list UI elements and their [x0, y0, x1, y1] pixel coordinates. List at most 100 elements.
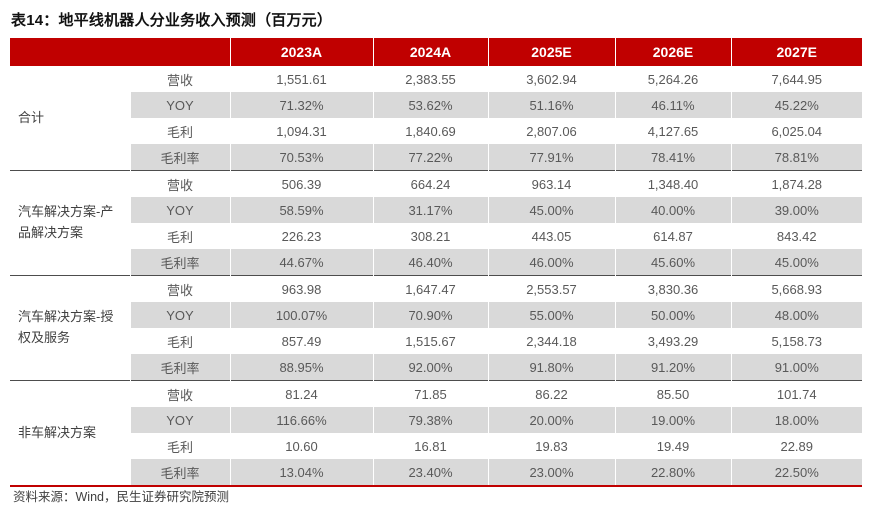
column-header-2024a: 2024A [372, 38, 488, 66]
value-cell: 3,830.36 [614, 275, 731, 302]
metric-label-cell: YOY [129, 197, 230, 223]
value-cell: 88.95% [229, 354, 373, 381]
header-row: 2023A 2024A 2025E 2026E 2027E [10, 38, 862, 66]
header-corner-cell [10, 38, 230, 66]
value-cell: 22.50% [730, 459, 862, 486]
value-cell: 1,348.40 [614, 170, 731, 197]
metric-label-cell: 毛利率 [129, 354, 230, 381]
value-cell: 963.98 [229, 275, 373, 302]
table-row: 合计 营收 1,551.61 2,383.55 3,602.94 5,264.26 7,64… [10, 66, 862, 171]
metric-label-cell: 毛利 [129, 223, 230, 249]
value-cell: 963.14 [487, 170, 615, 197]
value-cell: 85.50 [614, 380, 731, 407]
metric-label-cell: 毛利率 [129, 249, 230, 276]
value-cell: 45.22% [730, 92, 862, 118]
value-cell: 78.81% [730, 144, 862, 171]
value-cell: 45.00% [487, 197, 615, 223]
value-cell: 22.80% [614, 459, 731, 486]
value-cell: 116.66% [229, 407, 373, 433]
metric-label-cell: YOY [129, 407, 230, 433]
metric-label-cell: 毛利 [129, 118, 230, 144]
value-cell: 16.81 [372, 433, 488, 459]
value-cell: 5,264.26 [614, 66, 731, 92]
column-header-2025e: 2025E [487, 38, 615, 66]
metric-label-cell: 毛利 [129, 433, 230, 459]
value-cell: 101.74 [730, 380, 862, 407]
value-cell: 46.11% [614, 92, 731, 118]
value-cell: 843.42 [730, 223, 862, 249]
value-cell: 1,647.47 [372, 275, 488, 302]
value-cell: 55.00% [487, 302, 615, 328]
value-cell: 45.60% [614, 249, 731, 276]
value-cell: 79.38% [372, 407, 488, 433]
value-cell: 1,874.28 [730, 170, 862, 197]
value-cell: 91.80% [487, 354, 615, 381]
value-cell: 71.85 [372, 380, 488, 407]
group-label-cell: 汽车解决方案-产品解决方案 [10, 170, 130, 276]
value-cell: 92.00% [372, 354, 488, 381]
value-cell: 614.87 [614, 223, 731, 249]
value-cell: 23.40% [372, 459, 488, 486]
value-cell: 506.39 [229, 170, 373, 197]
table-row: YOY 58.59% 31.17% 45.00% 40.00% 39.00% [10, 197, 862, 223]
value-cell: 46.40% [372, 249, 488, 276]
value-cell: 2,807.06 [487, 118, 615, 144]
value-cell: 19.83 [487, 433, 615, 459]
value-cell: 70.53% [229, 144, 373, 171]
metric-label-cell: 毛利 [129, 328, 230, 354]
value-cell: 3,493.29 [614, 328, 731, 354]
value-cell: 1,515.67 [372, 328, 488, 354]
value-cell: 443.05 [487, 223, 615, 249]
value-cell: 70.90% [372, 302, 488, 328]
value-cell: 1,840.69 [372, 118, 488, 144]
value-cell: 5,158.73 [730, 328, 862, 354]
value-cell: 50.00% [614, 302, 731, 328]
metric-label-cell: 营收 [129, 66, 230, 92]
column-header-2023a: 2023A [229, 38, 373, 66]
value-cell: 4,127.65 [614, 118, 731, 144]
value-cell: 19.00% [614, 407, 731, 433]
revenue-forecast-table: 2023A 2024A 2025E 2026E 2027E 合计 营收 1,551.… [10, 38, 862, 487]
value-cell: 7,644.95 [730, 66, 862, 92]
column-header-2026e: 2026E [614, 38, 731, 66]
value-cell: 1,094.31 [229, 118, 373, 144]
value-cell: 39.00% [730, 197, 862, 223]
table-row: 毛利 226.23 308.21 443.05 614.87 843.42 [10, 223, 862, 249]
table-row: YOY 116.66% 79.38% 20.00% 19.00% 18.00% [10, 407, 862, 433]
metric-label-cell: 营收 [129, 380, 230, 407]
table-row: 非车解决方案 营收 81.24 71.85 86.22 85.50 101.74 [10, 380, 862, 486]
value-cell: 5,668.93 [730, 275, 862, 302]
table-row: YOY 71.32% 53.62% 51.16% 46.11% 45.22% [10, 92, 862, 118]
value-cell: 31.17% [372, 197, 488, 223]
table-row: 毛利 10.60 16.81 19.83 19.49 22.89 [10, 433, 862, 459]
value-cell: 71.32% [229, 92, 373, 118]
value-cell: 308.21 [372, 223, 488, 249]
value-cell: 44.67% [229, 249, 373, 276]
value-cell: 226.23 [229, 223, 373, 249]
group-label-cell: 非车解决方案 [10, 380, 130, 486]
value-cell: 78.41% [614, 144, 731, 171]
value-cell: 45.00% [730, 249, 862, 276]
table-header: 2023A 2024A 2025E 2026E 2027E [10, 38, 862, 66]
value-cell: 22.89 [730, 433, 862, 459]
value-cell: 2,344.18 [487, 328, 615, 354]
value-cell: 91.00% [730, 354, 862, 381]
metric-label-cell: 毛利率 [129, 144, 230, 171]
value-cell: 48.00% [730, 302, 862, 328]
value-cell: 2,553.57 [487, 275, 615, 302]
page-title: 表14：地平线机器人分业务收入预测（百万元） [11, 12, 333, 29]
table-row: 毛利率 13.04% 23.40% 23.00% 22.80% 22.50% [10, 459, 862, 486]
metric-label-cell: 营收 [129, 275, 230, 302]
table-row: 毛利率 70.53% 77.22% 77.91% 78.41% 78.81% [10, 144, 862, 171]
value-cell: 40.00% [614, 197, 731, 223]
value-cell: 51.16% [487, 92, 615, 118]
metric-label-cell: 营收 [129, 170, 230, 197]
table-row: 汽车解决方案-授权及服务 营收 963.98 1,647.47 2,553.57 3,83… [10, 275, 862, 381]
value-cell: 23.00% [487, 459, 615, 486]
value-cell: 19.49 [614, 433, 731, 459]
value-cell: 1,551.61 [229, 66, 373, 92]
value-cell: 58.59% [229, 197, 373, 223]
value-cell: 77.91% [487, 144, 615, 171]
table-body: 合计 营收 1,551.61 2,383.55 3,602.94 5,264.26 7,64… [10, 66, 862, 486]
